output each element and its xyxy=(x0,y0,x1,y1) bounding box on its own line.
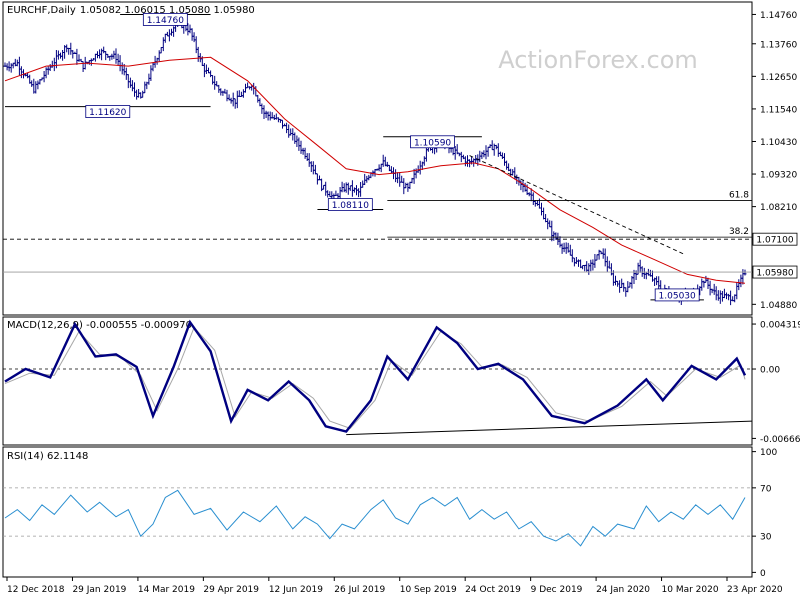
x-tick-label: 24 Jan 2020 xyxy=(596,585,650,595)
rsi-y-tick-label: 70 xyxy=(760,484,772,494)
swing-level-label: 1.05030 xyxy=(659,291,696,301)
marked-value-box xyxy=(752,265,798,279)
rsi-layer: 100 70 30 0 xyxy=(3,448,777,579)
price-y-tick-label: 1.09320 xyxy=(760,171,797,181)
moving-average-line xyxy=(4,56,746,284)
swing-level-box xyxy=(327,198,373,211)
watermark: ActionForex.com xyxy=(498,46,698,74)
macd-header: MACD(12,26,9) -0.000555 -0.000970 xyxy=(7,320,192,331)
swing-level-label: 1.14760 xyxy=(147,16,184,26)
swing-level-box xyxy=(654,288,700,302)
swing-level-box xyxy=(410,135,455,149)
price-y-tick-label: 1.08210 xyxy=(760,203,797,213)
price-y-tick-label: 1.12650 xyxy=(760,73,797,83)
price-y-tick-label: 1.10430 xyxy=(760,138,797,148)
rsi-panel-frame xyxy=(2,446,753,578)
price-bars xyxy=(3,13,747,306)
swing-level-label: 1.11620 xyxy=(89,108,126,118)
price-panel-frame xyxy=(2,1,753,316)
macd-layer: 0.004319 0.00 -0.006663 xyxy=(3,319,800,445)
x-tick-label: 12 Dec 2018 xyxy=(7,585,65,595)
x-tick-label: 10 Mar 2020 xyxy=(662,585,719,595)
x-tick-label: 12 Jun 2019 xyxy=(269,585,323,595)
x-axis: 12 Dec 2018 29 Jan 2019 14 Mar 2019 29 Apr … xyxy=(6,577,783,595)
price-y-tick-label: 1.13760 xyxy=(760,40,797,50)
x-tick-label: 29 Jan 2019 xyxy=(72,585,126,595)
rsi-y-tick-label: 30 xyxy=(760,533,772,543)
macd-main-line xyxy=(4,319,747,433)
price-overlays: 61.8 38.2 1.14760 1.11620 1.10590 1.08110 1.05… xyxy=(3,13,752,301)
x-tick-label: 29 Apr 2019 xyxy=(203,585,259,595)
price-y-tick-label: 1.11540 xyxy=(760,105,797,115)
macd-y-tick-label: -0.006663 xyxy=(760,435,800,445)
macd-y-tick-label: 0.00 xyxy=(760,366,780,376)
x-tick-label: 10 Sep 2019 xyxy=(400,585,457,595)
fib-level-label: 38.2 xyxy=(729,227,749,237)
price-y-tick-label: 1.14760 xyxy=(760,11,797,21)
price-bar xyxy=(743,269,747,276)
rsi-y-tick-label: 100 xyxy=(760,448,777,458)
macd-support-trendline xyxy=(346,420,753,436)
x-tick-label: 23 Apr 2020 xyxy=(727,585,783,595)
x-tick-label: 26 Jul 2019 xyxy=(334,585,385,595)
fib-level-label: 61.8 xyxy=(729,190,749,200)
x-tick-label: 14 Mar 2019 xyxy=(138,585,195,595)
downtrend-line xyxy=(469,155,684,255)
rsi-line xyxy=(4,489,746,547)
swing-level-box xyxy=(142,13,188,26)
price-axis: 1.14760 1.13760 1.12650 1.11540 1.10430 1.093… xyxy=(752,11,797,311)
marked-value-label: 1.05980 xyxy=(756,269,793,279)
x-tick-label: 9 Dec 2019 xyxy=(531,585,583,595)
macd-signal-line xyxy=(4,326,746,429)
price-y-tick-label: 1.04880 xyxy=(760,301,797,311)
macd-y-tick-label: 0.004319 xyxy=(760,321,800,331)
swing-level-box xyxy=(85,105,131,118)
swing-level-label: 1.10590 xyxy=(414,138,451,148)
price-header-symbol: EURCHF,Daily 1.05082 1.06015 1.05080 1.05… xyxy=(7,5,255,16)
rsi-header: RSI(14) 62.1148 xyxy=(7,451,88,462)
x-tick-label: 24 Oct 2019 xyxy=(465,585,521,595)
rsi-y-tick-label: 0 xyxy=(760,569,766,579)
swing-level-label: 1.08110 xyxy=(332,201,369,211)
marked-value-box xyxy=(752,232,798,246)
marked-value-label: 1.07100 xyxy=(756,236,793,246)
